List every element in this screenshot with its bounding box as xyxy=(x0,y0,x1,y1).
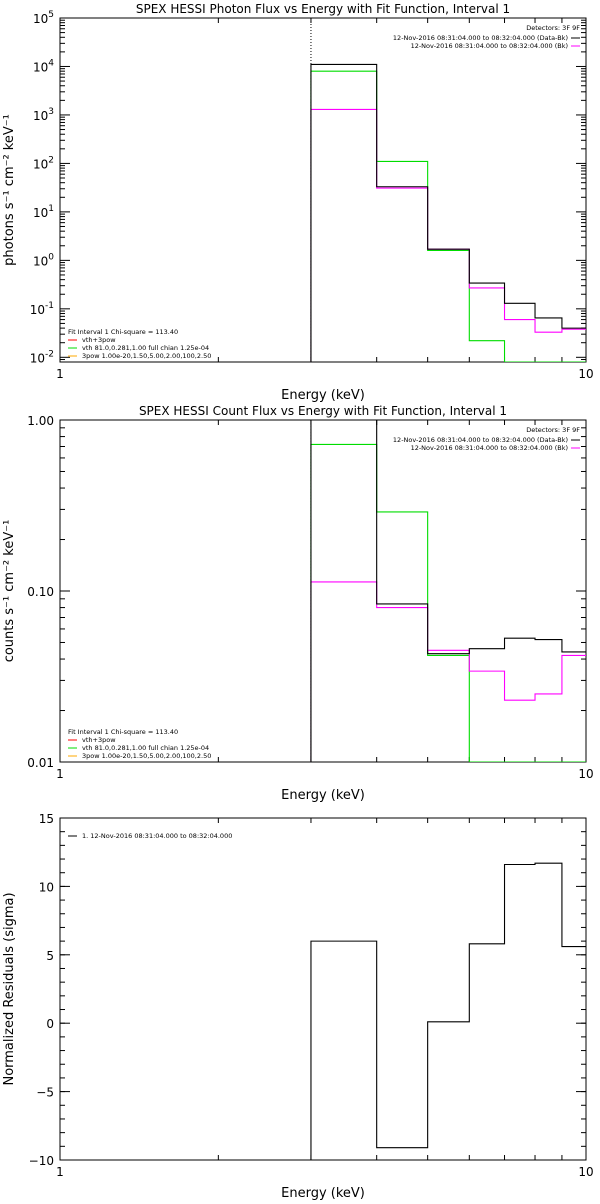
panel-1: SPEX HESSI Photon Flux vs Energy with Fi… xyxy=(2,2,594,403)
legend-entry: vth 81.0,0.281,1.00 full chian 1.25e-04 xyxy=(82,744,209,752)
panel-title: SPEX HESSI Count Flux vs Energy with Fit… xyxy=(139,404,507,418)
x-axis-label: Energy (keV) xyxy=(281,1186,365,1200)
y-tick-label: 101 xyxy=(33,204,54,220)
series-line xyxy=(310,443,586,762)
series-line xyxy=(310,420,586,762)
x-tick-label: 10 xyxy=(578,367,593,381)
y-tick-label: 105 xyxy=(33,10,54,26)
y-tick-label: 1.00 xyxy=(27,414,54,428)
legend-fit-header: Fit Interval 1 Chi-square = 113.40 xyxy=(68,328,178,336)
series-line xyxy=(310,108,586,362)
data-area xyxy=(310,18,586,362)
y-tick-label: 0 xyxy=(46,1017,54,1031)
y-axis-label: Normalized Residuals (sigma) xyxy=(2,892,17,1085)
x-axis-label: Energy (keV) xyxy=(281,388,365,403)
y-tick-label: 104 xyxy=(33,58,54,74)
series-line xyxy=(310,581,586,762)
legend-entry: 12-Nov-2016 08:31:04.000 to 08:32:04.000… xyxy=(393,436,568,444)
legend-entry: vth+3pow xyxy=(82,736,116,744)
data-area xyxy=(310,862,586,1160)
x-tick-label: 1 xyxy=(56,367,64,381)
y-tick-label: 10 xyxy=(39,880,54,894)
panel-2: SPEX HESSI Count Flux vs Energy with Fit… xyxy=(2,404,594,803)
x-tick-label: 10 xyxy=(578,1165,593,1179)
y-axis-label: photons s⁻¹ cm⁻² keV⁻¹ xyxy=(2,114,17,266)
x-tick-label: 10 xyxy=(578,767,593,781)
plot-frame xyxy=(59,817,587,1161)
x-axis-label: Energy (keV) xyxy=(281,788,365,803)
legend-fit-header: Fit Interval 1 Chi-square = 113.40 xyxy=(68,728,178,736)
series-line xyxy=(310,63,586,362)
y-tick-label: −10 xyxy=(29,1154,54,1168)
y-axis-label: counts s⁻¹ cm⁻² keV⁻¹ xyxy=(2,520,17,663)
panel-3: 1 10 Energy (keV) −10 −5 0 5 10 15 Normalized Res… xyxy=(2,812,594,1201)
legend-entry: 12-Nov-2016 08:31:04.000 to 08:32:04.000… xyxy=(411,42,568,50)
legend-entry: 1. 12-Nov-2016 08:31:04.000 to 08:32:04.… xyxy=(82,832,232,840)
plot-frame xyxy=(59,17,587,363)
y-tick-label: 10-2 xyxy=(30,349,54,365)
panel-title: SPEX HESSI Photon Flux vs Energy with Fi… xyxy=(136,2,510,16)
data-area xyxy=(310,420,586,762)
y-tick-label: 10-1 xyxy=(30,301,54,317)
x-tick-label: 1 xyxy=(56,767,64,781)
y-tick-label: 100 xyxy=(33,252,54,268)
legend-entry: 3pow 1.00e-20,1.50,5.00,2.00,100,2.50 xyxy=(82,752,211,760)
series-line xyxy=(310,862,586,1160)
y-tick-label: 15 xyxy=(39,812,54,826)
y-tick-label: 102 xyxy=(33,155,54,171)
legend-detectors: Detectors: 3F 9F xyxy=(526,24,580,32)
legend-detectors: Detectors: 3F 9F xyxy=(526,426,580,434)
y-tick-label: −5 xyxy=(36,1086,54,1100)
y-tick-label: 0.01 xyxy=(27,756,54,770)
y-tick-label: 5 xyxy=(46,949,54,963)
legend-entry: vth+3pow xyxy=(82,336,116,344)
legend-entry: 12-Nov-2016 08:31:04.000 to 08:32:04.000… xyxy=(393,34,568,42)
legend-entry: vth 81.0,0.281,1.00 full chian 1.25e-04 xyxy=(82,344,209,352)
y-tick-label: 103 xyxy=(33,107,54,123)
legend-entry: 3pow 1.00e-20,1.50,5.00,2.00,100,2.50 xyxy=(82,352,211,360)
legend-entry: 12-Nov-2016 08:31:04.000 to 08:32:04.000… xyxy=(411,444,568,452)
plot-frame xyxy=(59,419,587,763)
x-tick-label: 1 xyxy=(56,1165,64,1179)
y-tick-label: 0.10 xyxy=(27,585,54,599)
